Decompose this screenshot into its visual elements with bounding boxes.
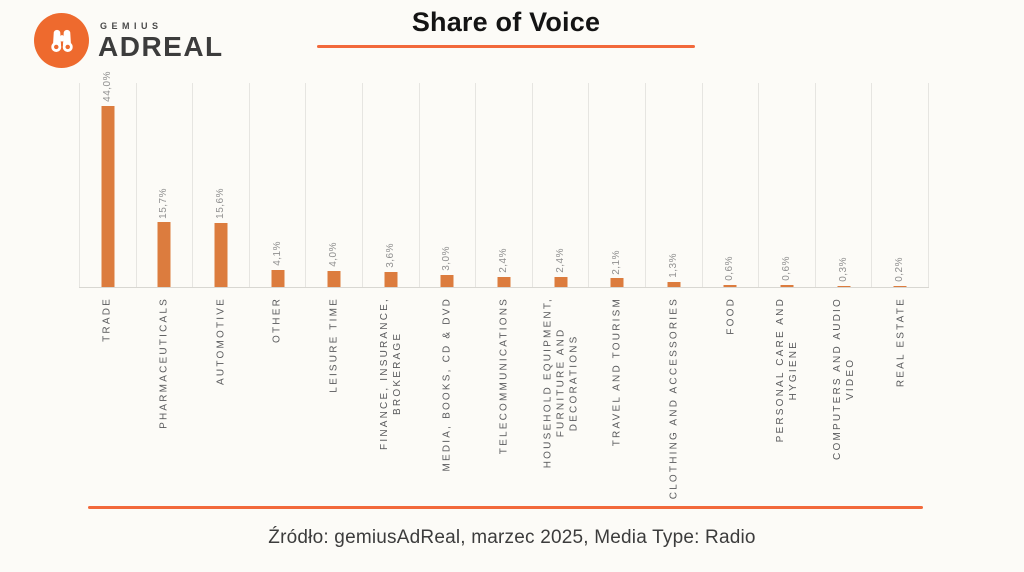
category-label-personal-care-and-hygiene: PERSONAL CARE AND HYGIENE	[775, 297, 800, 443]
title-underline	[317, 45, 695, 48]
bar-value-label-telecommunications: 2,4%	[497, 248, 509, 274]
category-label-food: FOOD	[725, 297, 737, 335]
bar-value-label-other: 4,1%	[271, 241, 283, 267]
bar-value-label-real-estate: 0,2%	[894, 257, 906, 283]
bar-clothing-and-accessories	[667, 281, 681, 287]
category-label-media-books-cd-dvd: MEDIA, BOOKS, CD & DVD	[441, 297, 453, 472]
bar-computers-and-audio-video	[837, 285, 851, 287]
category-label-trade: TRADE	[101, 297, 113, 342]
bar-value-label-computers-and-audio-video: 0,3%	[837, 256, 849, 282]
category-column-real-estate: REAL ESTATE	[872, 295, 929, 507]
adreal-logo: GEMIUS ADREAL	[34, 13, 224, 68]
bar-finance-insurance-brokerage	[384, 272, 398, 287]
bar-real-estate	[893, 286, 907, 287]
bar-leisure-time	[327, 270, 341, 287]
chart-column-travel-and-tourism: 2,1%	[589, 83, 646, 287]
category-label-other: OTHER	[271, 297, 283, 343]
chart-column-leisure-time: 4,0%	[306, 83, 363, 287]
bar-personal-care-and-hygiene	[780, 284, 794, 287]
chart-column-computers-and-audio-video: 0,3%	[816, 83, 873, 287]
category-column-media-books-cd-dvd: MEDIA, BOOKS, CD & DVD	[419, 295, 476, 507]
category-column-household-equipment-furniture-and-decorations: HOUSEHOLD EQUIPMENT, FURNITURE AND DECOR…	[532, 295, 589, 507]
logo-text: GEMIUS ADREAL	[98, 21, 224, 61]
category-column-leisure-time: LEISURE TIME	[306, 295, 363, 507]
category-column-travel-and-tourism: TRAVEL AND TOURISM	[589, 295, 646, 507]
category-label-telecommunications: TELECOMMUNICATIONS	[498, 297, 510, 455]
category-column-personal-care-and-hygiene: PERSONAL CARE AND HYGIENE	[759, 295, 816, 507]
chart-column-other: 4,1%	[250, 83, 307, 287]
bar-value-label-travel-and-tourism: 2,1%	[611, 249, 623, 275]
source-text: Źródło: gemiusAdReal, marzec 2025, Media…	[268, 527, 756, 548]
chart-column-pharmaceuticals: 15,7%	[137, 83, 194, 287]
bar-value-label-automotive: 15,6%	[214, 188, 226, 219]
bar-food	[723, 284, 737, 287]
bar-value-label-personal-care-and-hygiene: 0,6%	[780, 255, 792, 281]
category-label-computers-and-audio-video: COMPUTERS AND AUDIO VIDEO	[832, 297, 857, 460]
bar-value-label-food: 0,6%	[724, 255, 736, 281]
bar-telecommunications	[497, 277, 511, 287]
page-title: Share of Voice	[411, 7, 601, 37]
bar-value-label-finance-insurance-brokerage: 3,6%	[384, 243, 396, 269]
category-label-household-equipment-furniture-and-decorations: HOUSEHOLD EQUIPMENT, FURNITURE AND DECOR…	[542, 297, 580, 469]
x-axis-category-labels: TRADE PHARMACEUTICALS AUTOMOTIVE OTHER LEISU…	[79, 295, 929, 507]
chart-column-food: 0,6%	[703, 83, 760, 287]
bar-other	[271, 270, 285, 287]
chart-column-clothing-and-accessories: 1,3%	[646, 83, 703, 287]
logo-adreal-label: ADREAL	[98, 30, 224, 62]
bar-travel-and-tourism	[610, 278, 624, 287]
category-column-other: OTHER	[249, 295, 306, 507]
chart-column-telecommunications: 2,4%	[476, 83, 533, 287]
chart-column-real-estate: 0,2%	[872, 83, 929, 287]
bar-pharmaceuticals	[157, 222, 171, 287]
category-column-finance-insurance-brokerage: FINANCE, INSURANCE, BROKERAGE	[362, 295, 419, 507]
category-column-trade: TRADE	[79, 295, 136, 507]
bar-value-label-media-books-cd-dvd: 3,0%	[441, 245, 453, 271]
bar-value-label-pharmaceuticals: 15,7%	[158, 187, 170, 219]
chart-column-media-books-cd-dvd: 3,0%	[420, 83, 477, 287]
bar-household-equipment-furniture-and-decorations	[554, 277, 568, 287]
bar-chart-plot-area: 44,0% 15,7% 15,6% 4,1% 4,0% 3,6% 3,0% 2,4% 2,4% 2…	[79, 71, 929, 288]
chart-column-automotive: 15,6%	[193, 83, 250, 287]
category-label-pharmaceuticals: PHARMACEUTICALS	[158, 297, 170, 429]
bar-value-label-clothing-and-accessories: 1,3%	[667, 252, 679, 278]
category-label-real-estate: REAL ESTATE	[895, 297, 907, 388]
category-label-clothing-and-accessories: CLOTHING AND ACCESSORIES	[668, 297, 680, 500]
title-block: Share of Voice	[317, 7, 695, 48]
bar-media-books-cd-dvd	[440, 274, 454, 287]
bar-trade	[101, 106, 115, 287]
bar-automotive	[214, 222, 228, 287]
bar-value-label-household-equipment-furniture-and-decorations: 2,4%	[554, 248, 566, 274]
category-label-automotive: AUTOMOTIVE	[215, 297, 227, 385]
chart-column-finance-insurance-brokerage: 3,6%	[363, 83, 420, 287]
category-column-food: FOOD	[702, 295, 759, 507]
bar-value-label-trade: 44,0%	[101, 71, 113, 103]
bar-value-label-leisure-time: 4,0%	[328, 241, 340, 267]
footer-divider	[88, 506, 923, 509]
chart-column-household-equipment-furniture-and-decorations: 2,4%	[533, 83, 590, 287]
chart-column-personal-care-and-hygiene: 0,6%	[759, 83, 816, 287]
logo-gemius-label: GEMIUS	[100, 20, 163, 31]
chart-column-trade: 44,0%	[79, 71, 137, 287]
category-column-telecommunications: TELECOMMUNICATIONS	[476, 295, 533, 507]
category-label-leisure-time: LEISURE TIME	[328, 297, 340, 393]
category-column-clothing-and-accessories: CLOTHING AND ACCESSORIES	[646, 295, 703, 507]
category-column-automotive: AUTOMOTIVE	[192, 295, 249, 507]
category-column-computers-and-audio-video: COMPUTERS AND AUDIO VIDEO	[816, 295, 873, 507]
category-label-travel-and-tourism: TRAVEL AND TOURISM	[611, 297, 623, 447]
binoculars-icon	[34, 13, 89, 68]
category-label-finance-insurance-brokerage: FINANCE, INSURANCE, BROKERAGE	[378, 297, 403, 450]
category-column-pharmaceuticals: PHARMACEUTICALS	[136, 295, 193, 507]
